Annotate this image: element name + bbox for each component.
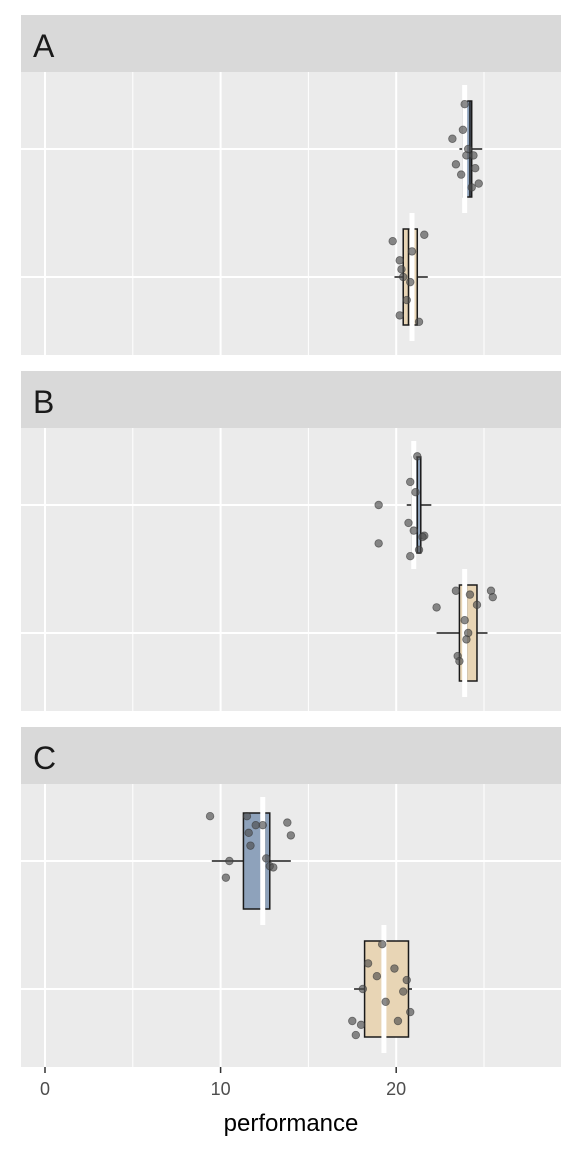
x-axis: 0 10 20 [40, 1067, 406, 1099]
panels: A B C [21, 15, 561, 1067]
data-point [395, 311, 404, 320]
data-point [456, 170, 466, 179]
data-point [351, 1030, 361, 1040]
data-point [205, 812, 215, 821]
data-point [246, 841, 255, 850]
data-point [258, 820, 267, 830]
data-point [460, 99, 469, 109]
data-point [406, 552, 415, 561]
data-point [413, 452, 422, 461]
strip-background [21, 371, 561, 428]
data-point [406, 477, 415, 487]
group-upper [448, 85, 483, 213]
data-point [406, 277, 415, 287]
data-point [462, 635, 471, 644]
data-point [356, 1020, 366, 1030]
x-tick-label: 0 [40, 1079, 50, 1099]
data-point [448, 134, 457, 143]
panel-c: C [21, 727, 561, 1067]
data-point [225, 856, 234, 866]
data-point [399, 987, 408, 996]
data-point [474, 179, 483, 188]
data-point [286, 831, 296, 840]
data-point [404, 518, 413, 528]
data-point [418, 532, 427, 542]
data-point [374, 539, 383, 548]
data-point [269, 863, 278, 872]
data-point [242, 812, 252, 821]
strip-background [21, 727, 561, 784]
data-point [399, 272, 408, 282]
data-point [409, 526, 418, 535]
data-point [244, 828, 253, 838]
data-point [472, 600, 482, 610]
data-point [221, 873, 231, 882]
x-tick-label: 10 [211, 1079, 231, 1099]
data-point [406, 1007, 415, 1017]
data-point [393, 1016, 403, 1026]
data-point [395, 256, 404, 265]
data-point [283, 818, 292, 827]
data-point [374, 500, 383, 510]
data-point [488, 592, 497, 602]
data-point [251, 820, 260, 830]
panel-b: B [21, 371, 561, 711]
panel-background [21, 428, 561, 711]
data-point [458, 125, 468, 134]
group-upper [374, 441, 432, 569]
data-point [414, 545, 424, 554]
panel-background [21, 784, 561, 1067]
data-point [388, 236, 397, 246]
data-point [471, 163, 480, 173]
data-point [402, 975, 411, 985]
panel-a: A [21, 15, 561, 355]
x-axis-title: performance [224, 1110, 359, 1137]
data-point [411, 488, 420, 497]
data-point [467, 183, 476, 192]
data-point [460, 616, 469, 625]
data-point [372, 972, 382, 981]
data-point [397, 265, 406, 274]
data-point [465, 590, 475, 599]
group-upper [205, 797, 296, 925]
x-tick-label: 20 [386, 1079, 406, 1099]
data-point [348, 1016, 357, 1026]
strip-label: A [33, 28, 55, 64]
data-point [262, 854, 271, 863]
group-lower [388, 213, 429, 341]
data-point [363, 959, 373, 968]
data-point [469, 151, 478, 160]
strip-label: C [33, 740, 56, 776]
data-point [463, 144, 473, 154]
data-point [377, 940, 387, 949]
strip-background [21, 15, 561, 72]
strip-label: B [33, 384, 54, 420]
data-point [402, 295, 411, 305]
data-point [390, 964, 399, 973]
data-point [432, 603, 441, 612]
data-point [451, 586, 461, 595]
group-lower [348, 925, 415, 1053]
data-point [455, 656, 464, 666]
data-point [381, 997, 390, 1006]
data-point [407, 247, 417, 256]
data-point [358, 984, 368, 994]
group-lower [432, 569, 497, 697]
data-point [414, 317, 424, 326]
panel-background [21, 72, 561, 355]
data-point [451, 160, 461, 169]
data-point [420, 230, 429, 239]
